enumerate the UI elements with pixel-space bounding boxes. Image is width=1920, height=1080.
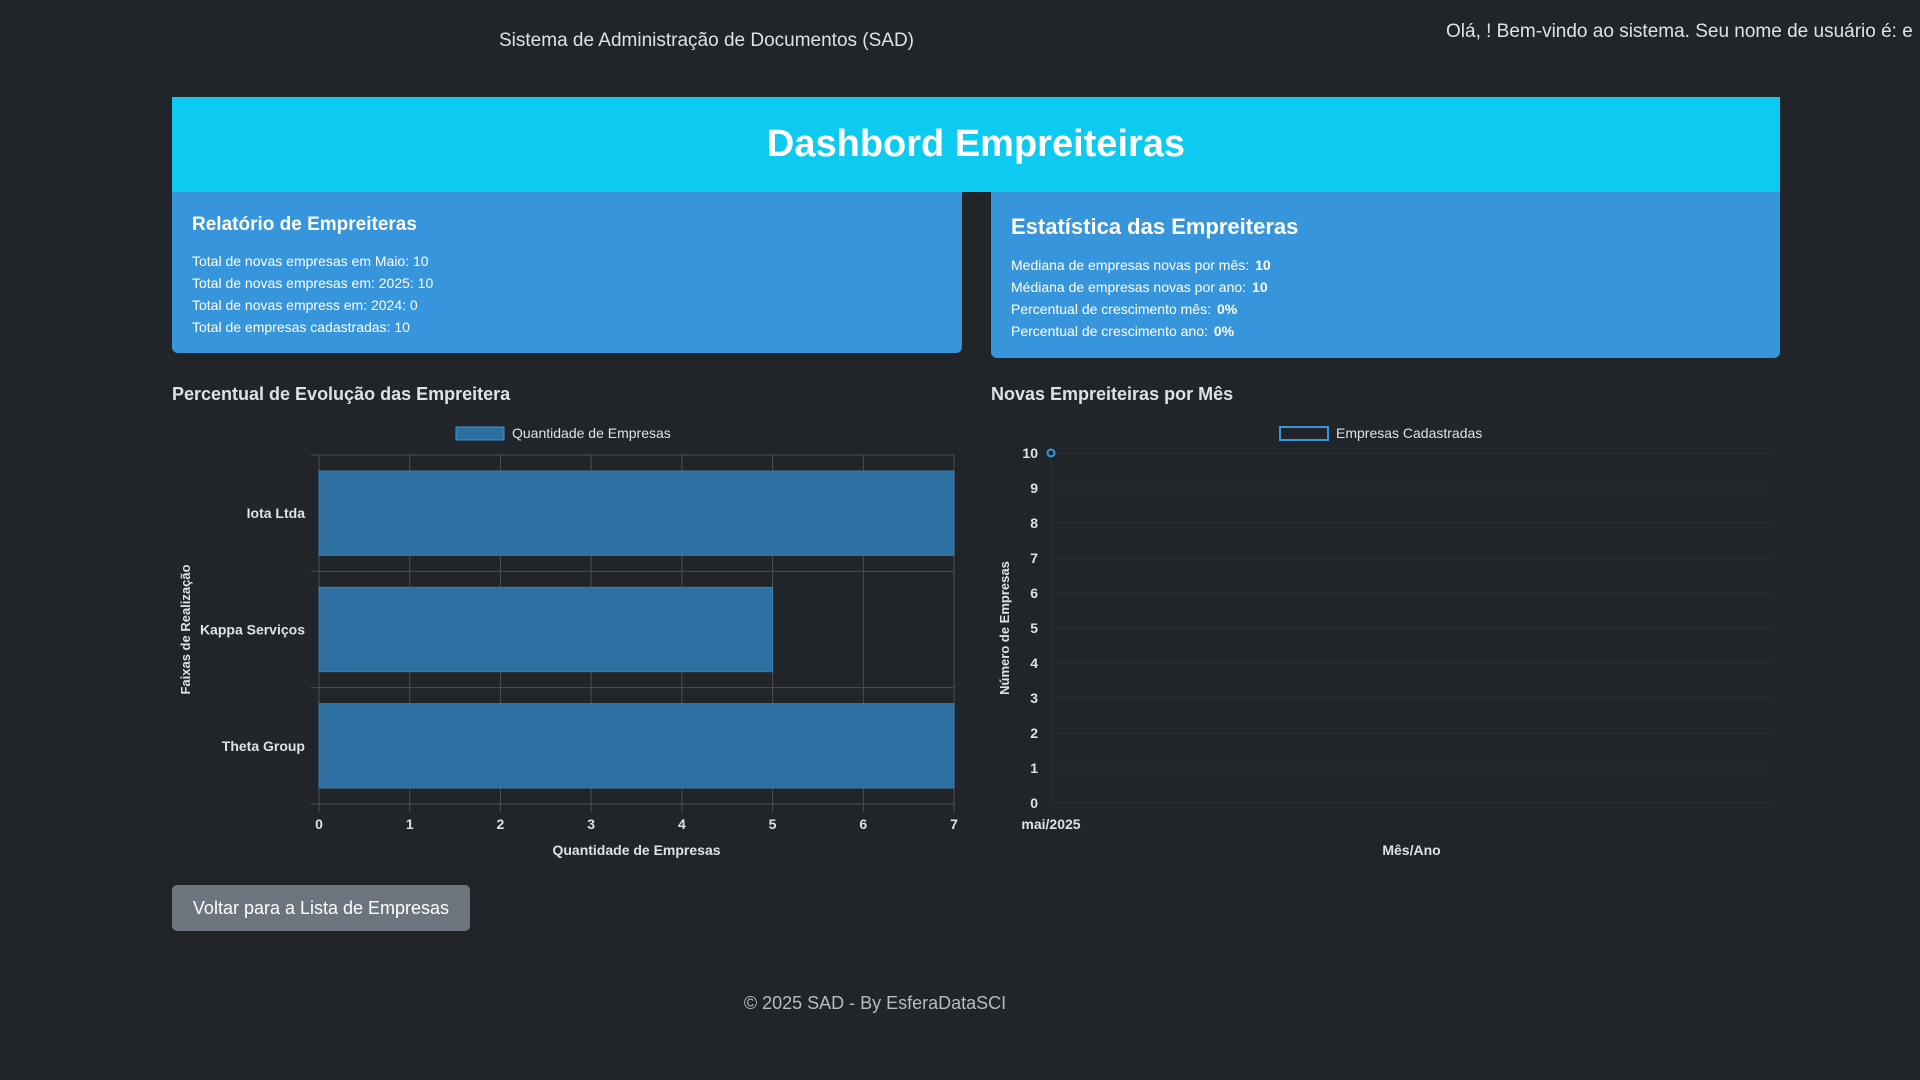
stat-median-month: Mediana de empresas novas por mês: 10 [1011, 254, 1760, 276]
x-axis-title: Quantidade de Empresas [552, 842, 720, 858]
stat-label: Mediana de empresas novas por mês: [1011, 257, 1250, 273]
page-title: Dashbord Empreiteiras [766, 123, 1186, 165]
footer: © 2025 SAD - By EsferaDataSCI [743, 993, 1007, 1013]
stat-label: Médiana de empresas novas por ano: [1011, 279, 1247, 295]
y-tick-label: 3 [1030, 690, 1038, 706]
report-line-2025: Total de novas empresas em: 2025: 10 [192, 275, 434, 291]
report-line-2024: Total de novas empress em: 2024: 0 [192, 297, 418, 313]
category-label: Kappa Serviços [200, 622, 305, 638]
y-axis-title: Faixas de Realização [178, 564, 193, 694]
stat-label: Percentual de crescimento mês: [1011, 301, 1211, 317]
legend-label: Empresas Cadastradas [1336, 425, 1482, 441]
y-tick-label: 9 [1030, 480, 1038, 496]
legend-label: Quantidade de Empresas [512, 425, 671, 441]
back-to-list-button[interactable]: Voltar para a Lista de Empresas [172, 885, 470, 931]
x-tick-label: 4 [678, 816, 686, 832]
stat-value: 10 [1255, 257, 1271, 273]
x-tick-label: 1 [406, 816, 414, 832]
x-tick-label: 3 [587, 816, 595, 832]
stat-growth-month: Percentual de crescimento mês: 0% [1011, 298, 1760, 320]
data-point [1046, 448, 1056, 458]
line-chart: Empresas Cadastradas 0 1 2 3 4 5 6 7 8 9 10 mai/2025… [997, 425, 1772, 858]
x-tick-label: 5 [769, 816, 777, 832]
y-tick-label: 7 [1030, 550, 1038, 566]
user-greeting: Olá, ! Bem-vindo ao sistema. Seu nome de… [1446, 21, 1913, 42]
report-title: Relatório de Empreiteras [192, 214, 417, 235]
y-tick-label: 10 [1022, 445, 1038, 461]
stats-card: Estatística das Empreiteras Mediana de e… [991, 192, 1780, 358]
x-tick-label: 2 [497, 816, 505, 832]
y-tick-label: 0 [1030, 795, 1038, 811]
y-tick-label: 4 [1030, 655, 1038, 671]
y-axis-title: Número de Empresas [997, 561, 1012, 695]
bar-chart-title: Percentual de Evolução das Empreitera [172, 384, 511, 404]
y-tick-label: 5 [1030, 620, 1038, 636]
system-title: Sistema de Administração de Documentos (… [499, 30, 915, 51]
stat-median-year: Médiana de empresas novas por ano: 10 [1011, 276, 1760, 298]
stat-value: 0% [1213, 323, 1235, 339]
y-tick-label: 6 [1030, 585, 1038, 601]
x-tick-label: 6 [859, 816, 867, 832]
line-chart-title: Novas Empreiteiras por Mês [991, 384, 1234, 404]
x-axis-title: Mês/Ano [1382, 842, 1440, 858]
legend-swatch [1279, 426, 1329, 441]
x-tick-label: 0 [315, 816, 323, 832]
y-tick-label: 2 [1030, 725, 1038, 741]
stat-growth-year: Percentual de crescimento ano: 0% [1011, 320, 1760, 342]
stat-label: Percentual de crescimento ano: [1011, 323, 1208, 339]
bar [318, 470, 955, 556]
stat-value: 10 [1252, 279, 1268, 295]
top-navbar: Sistema de Administração de Documentos (… [0, 0, 1920, 85]
legend-swatch [455, 426, 505, 441]
y-tick-label: 1 [1030, 760, 1038, 776]
y-tick-label: 8 [1030, 515, 1038, 531]
report-card: Relatório de Empreiteras Total de novas … [172, 192, 962, 353]
report-line-total: Total de empresas cadastradas: 10 [192, 319, 410, 335]
bar-chart: Quantidade de Empresas 0 1 2 3 4 5 6 7 Iota Ltda K… [178, 425, 958, 858]
x-tick-label: 7 [950, 816, 958, 832]
stat-value: 0% [1216, 301, 1238, 317]
bar [318, 586, 774, 673]
report-line-month: Total de novas empresas em Maio: 10 [192, 253, 429, 269]
dashboard-banner: Dashbord Empreiteiras [172, 97, 1780, 192]
category-label: Theta Group [222, 738, 305, 754]
category-label: Iota Ltda [247, 505, 306, 521]
x-tick-label: mai/2025 [1021, 816, 1080, 832]
bar [318, 703, 955, 789]
stats-title: Estatística das Empreiteras [1011, 214, 1299, 239]
